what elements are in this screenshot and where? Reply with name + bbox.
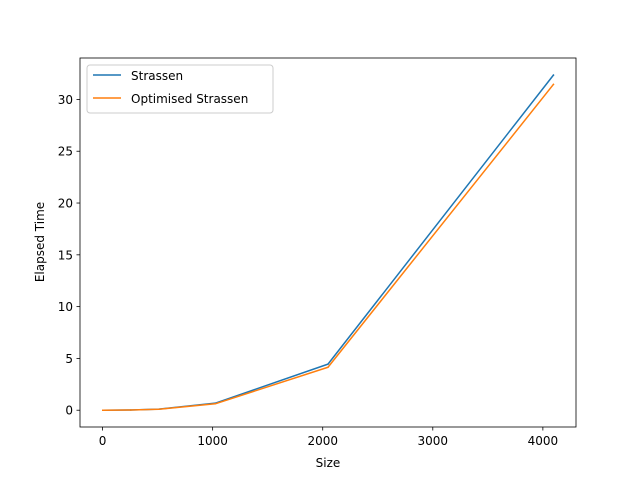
- data-point-optimised-strassen: [129, 409, 132, 411]
- y-tick-label: 0: [65, 404, 73, 418]
- plot-frame: [79, 57, 577, 428]
- y-axis-ticks: 0 5 10 15 20 25 30: [58, 93, 80, 418]
- series-line-optimised-strassen: [102, 83, 555, 411]
- data-point-optimised-strassen: [552, 83, 555, 86]
- data-point-strassen: [552, 74, 555, 76]
- x-tick-label: 2000: [307, 434, 338, 448]
- x-tick-label: 0: [99, 434, 107, 448]
- x-tick-label: 1000: [197, 434, 228, 448]
- legend-box: [86, 64, 274, 114]
- y-tick-label: 20: [58, 197, 73, 211]
- y-axis-label: Elapsed Time: [33, 202, 47, 282]
- data-point-optimised-strassen: [214, 403, 217, 405]
- y-tick-label: 15: [58, 248, 73, 262]
- data-point-optimised-strassen: [158, 408, 160, 411]
- data-point-strassen: [327, 363, 329, 365]
- legend-label-strassen: Strassen: [131, 69, 183, 83]
- y-tick-label: 30: [58, 93, 73, 107]
- data-point-optimised-strassen: [327, 366, 329, 368]
- x-axis-label: Size: [316, 456, 341, 470]
- x-axis-ticks: 0 1000 2000 3000 4000: [99, 427, 558, 448]
- legend-label-optimised-strassen: Optimised Strassen: [131, 92, 248, 106]
- plot-area: [102, 74, 555, 411]
- data-point-optimised-strassen: [102, 409, 104, 411]
- y-tick-label: 25: [58, 145, 73, 159]
- legend: Strassen Optimised Strassen: [86, 64, 274, 114]
- y-tick-label: 5: [65, 352, 73, 366]
- y-tick-label: 10: [58, 300, 73, 314]
- x-tick-label: 4000: [528, 434, 559, 448]
- x-tick-label: 3000: [418, 434, 449, 448]
